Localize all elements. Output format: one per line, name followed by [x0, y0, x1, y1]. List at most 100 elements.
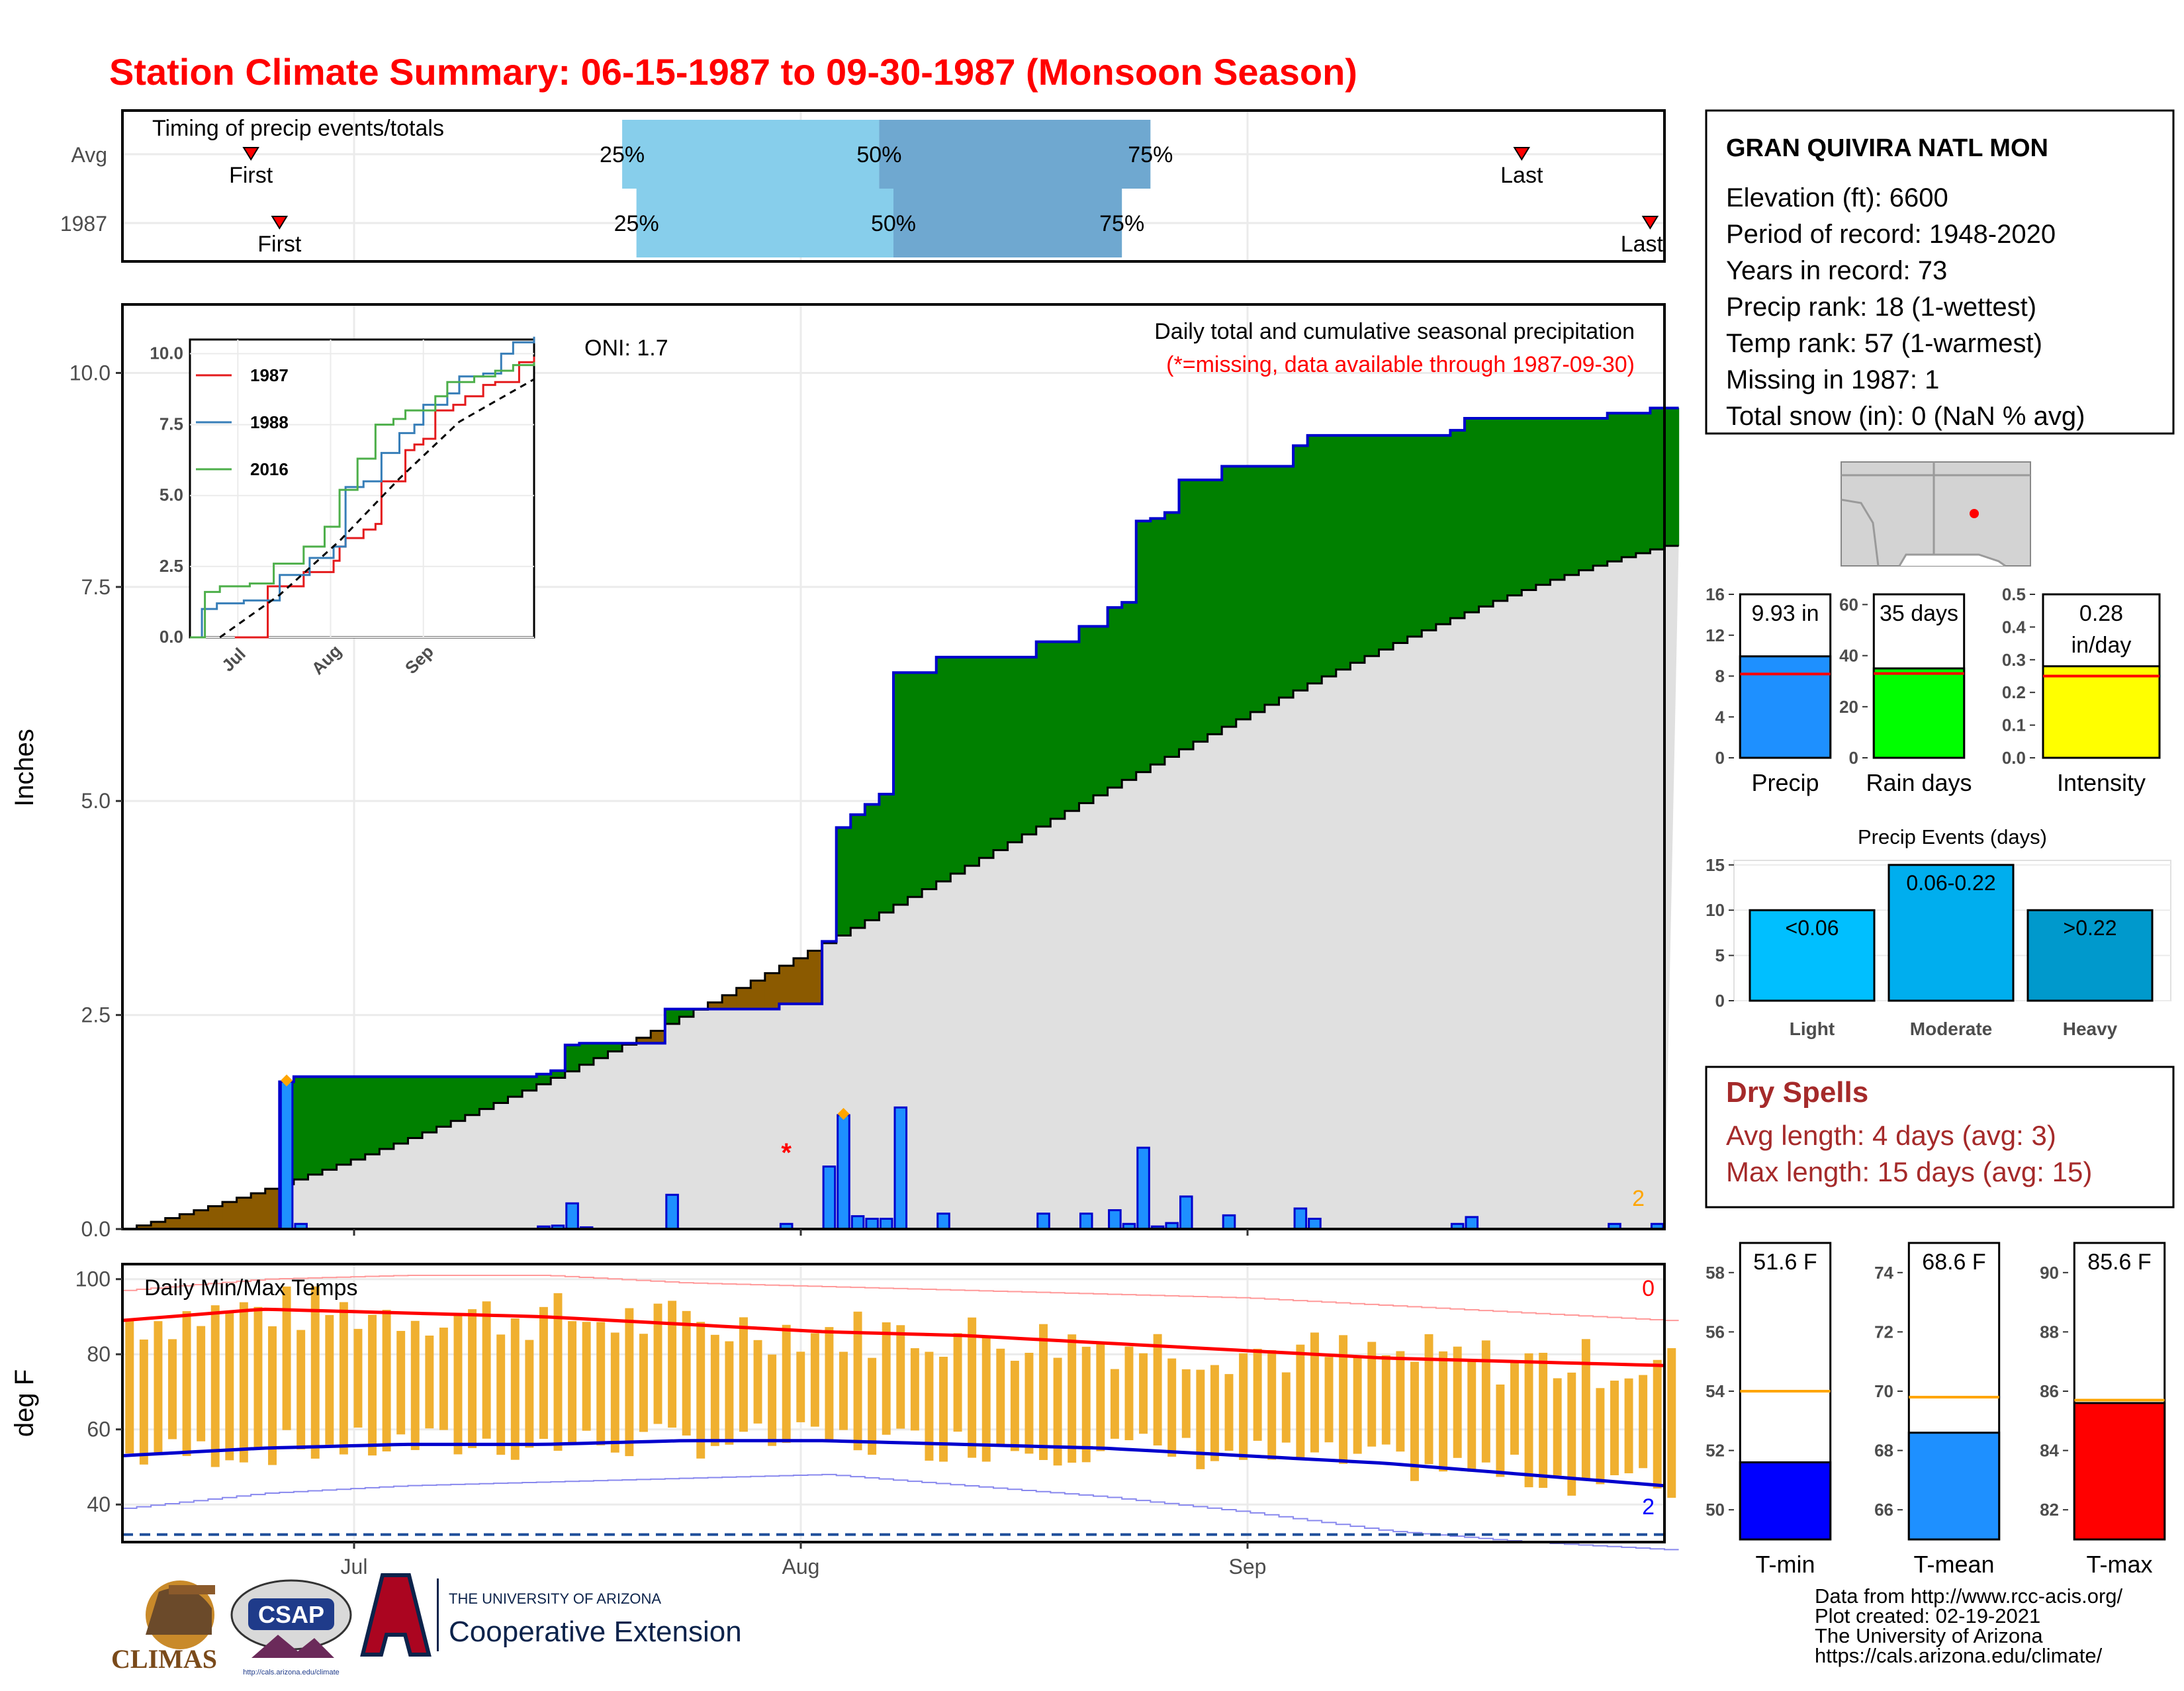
daily-temp-bar — [1410, 1361, 1419, 1481]
footer-line-url: https://cals.arizona.edu/climate/ — [1815, 1644, 2103, 1667]
inset-chart: 1987 1988 2016 0.0 2.5 5.0 7.5 10.0 Jul Aug Sep — [150, 336, 535, 678]
daily-temp-bar — [125, 1320, 134, 1454]
events-y-tick-label: 5 — [1715, 946, 1725, 966]
cumulative-below-avg-segment — [136, 1225, 152, 1229]
inset-series-line — [190, 336, 535, 639]
month-x-tick-label: Jul — [341, 1555, 368, 1578]
temp-daily-bars — [125, 1286, 1676, 1498]
temp-y-tick-label: 80 — [87, 1342, 111, 1366]
map-border-west — [1841, 498, 1880, 567]
cumulative-above-avg-segment — [1507, 418, 1522, 596]
cumulative-above-avg-segment — [893, 672, 909, 905]
daily-temp-bar — [639, 1334, 648, 1432]
cumulative-above-avg-segment — [1407, 435, 1422, 637]
cumulative-above-avg-segment — [1621, 413, 1637, 557]
daily-precip-bar — [850, 1215, 865, 1230]
totals-precip-chart: 9.93 in 0 4 8 12 16 Precip — [1706, 584, 1832, 796]
daily-temp-bar — [839, 1351, 848, 1430]
daily-temp-bar — [182, 1311, 191, 1456]
cumulative-above-avg-segment — [1379, 435, 1394, 650]
cumulative-above-avg-segment — [1578, 418, 1594, 571]
daily-temp-bar — [1524, 1353, 1533, 1488]
temp-tmin-y-tick-label: 50 — [1706, 1500, 1725, 1520]
footer-line-data: Data from http://www.rcc-acis.org/ — [1815, 1584, 2123, 1608]
events-bar — [2026, 909, 2154, 1002]
daily-temp-bar — [468, 1309, 477, 1449]
dry-spells-avg: Avg length: 4 days (avg: 3) — [1726, 1120, 2056, 1151]
temp-tmean-chart: 68.6 F 66 68 70 72 74 T-mean — [1874, 1242, 2001, 1578]
daily-temp-bar — [310, 1286, 320, 1459]
cumulative-above-avg-segment — [1107, 607, 1122, 788]
daily-temp-bar — [1396, 1351, 1405, 1452]
footer-credits: Data from http://www.rcc-acis.org/ Plot … — [1815, 1584, 2123, 1667]
daily-temp-bar — [882, 1322, 891, 1435]
daily-temp-bar — [1224, 1374, 1234, 1451]
ua-divider — [437, 1578, 439, 1651]
last-event-marker-icon — [1641, 216, 1659, 230]
first-event-marker-icon — [271, 216, 289, 230]
daily-temp-bar — [596, 1322, 606, 1445]
cumulative-below-avg-segment — [165, 1218, 180, 1229]
cumulative-below-avg-segment — [707, 1002, 723, 1009]
daily-temp-bar — [625, 1308, 634, 1457]
cumulative-above-avg-segment — [1079, 626, 1094, 803]
temp-y-axis: 40 60 80 100 — [75, 1267, 122, 1516]
timing-panel: 25% 50% 75% First Last 25% 50% 75% First Last Tim… — [60, 109, 1666, 263]
daily-precip-bar — [1108, 1209, 1122, 1230]
daily-temp-bar — [1210, 1365, 1219, 1461]
cumulative-above-avg-segment — [1650, 408, 1665, 550]
temp-tmax-y-tick-label: 84 — [2040, 1441, 2059, 1461]
cumulative-above-avg-segment — [950, 657, 966, 874]
cumulative-above-avg-segment — [465, 1076, 480, 1115]
totals-raindays-value-bar — [1872, 667, 1966, 759]
cumulative-above-avg-segment — [1350, 435, 1365, 663]
events-category-label: Light — [1790, 1019, 1835, 1039]
events-category-label: Moderate — [1910, 1019, 1992, 1039]
daily-temp-bar — [1081, 1346, 1091, 1463]
locator-map — [1841, 461, 2031, 567]
last-event-marker-icon — [1513, 147, 1531, 161]
totals-precip-value-label: 9.93 in — [1751, 601, 1819, 626]
cumulative-above-avg-segment — [1664, 408, 1680, 546]
daily-temp-bar — [1339, 1335, 1348, 1464]
timing-p25-label: 25% — [614, 211, 659, 236]
totals-intensity-value-bar — [2042, 665, 2161, 759]
daily-temp-bar — [710, 1334, 719, 1446]
cumulative-above-avg-segment — [1435, 435, 1451, 625]
timing-bar-q2 — [636, 189, 893, 257]
temp-tmean-value-bar — [1907, 1432, 2001, 1541]
cumulative-above-avg-segment — [1264, 466, 1280, 705]
temp-tmax-y-tick-label: 86 — [2040, 1381, 2059, 1401]
daily-temp-bar — [425, 1335, 434, 1429]
daily-temp-bar — [1453, 1346, 1462, 1458]
cumulative-above-avg-segment — [593, 1043, 609, 1058]
daily-precip-bar — [1136, 1146, 1150, 1230]
daily-temp-bar — [1181, 1369, 1191, 1438]
temp-tmin-value-bar — [1739, 1461, 1832, 1541]
cumulative-below-avg-segment — [751, 980, 766, 1009]
timing-row-label-year: 1987 — [60, 212, 107, 236]
daily-temp-bar — [610, 1332, 619, 1453]
precip-corner-count: 2 — [1632, 1186, 1645, 1211]
daily-precip-bar — [893, 1106, 908, 1230]
daily-temp-bar — [539, 1306, 548, 1440]
events-y-tick-label: 10 — [1706, 900, 1725, 920]
missing-data-marker: * — [781, 1138, 792, 1167]
totals-raindays-x-label: Rain days — [1866, 769, 1972, 796]
cumulative-above-avg-segment — [1464, 418, 1480, 613]
inset-x-tick-label: Jul — [218, 644, 250, 676]
daily-temp-bar — [1053, 1357, 1062, 1466]
climas-mountain-icon — [146, 1587, 212, 1635]
cumulative-above-avg-segment — [1450, 430, 1465, 618]
first-event-marker-icon — [242, 147, 259, 161]
cumulative-above-avg-segment — [451, 1076, 466, 1121]
totals-precip-y-tick-label: 8 — [1715, 666, 1725, 686]
totals-precip-y-tick-label: 4 — [1715, 707, 1725, 727]
inset-y-tick-label: 0.0 — [159, 627, 183, 647]
ua-main-text: Cooperative Extension — [449, 1616, 742, 1648]
inset-lines — [190, 336, 535, 639]
cumulative-above-avg-segment — [1336, 435, 1351, 670]
cumulative-above-avg-segment — [1136, 521, 1151, 772]
cumulative-above-avg-segment — [308, 1076, 323, 1175]
precip-extreme-markers — [281, 1074, 850, 1120]
